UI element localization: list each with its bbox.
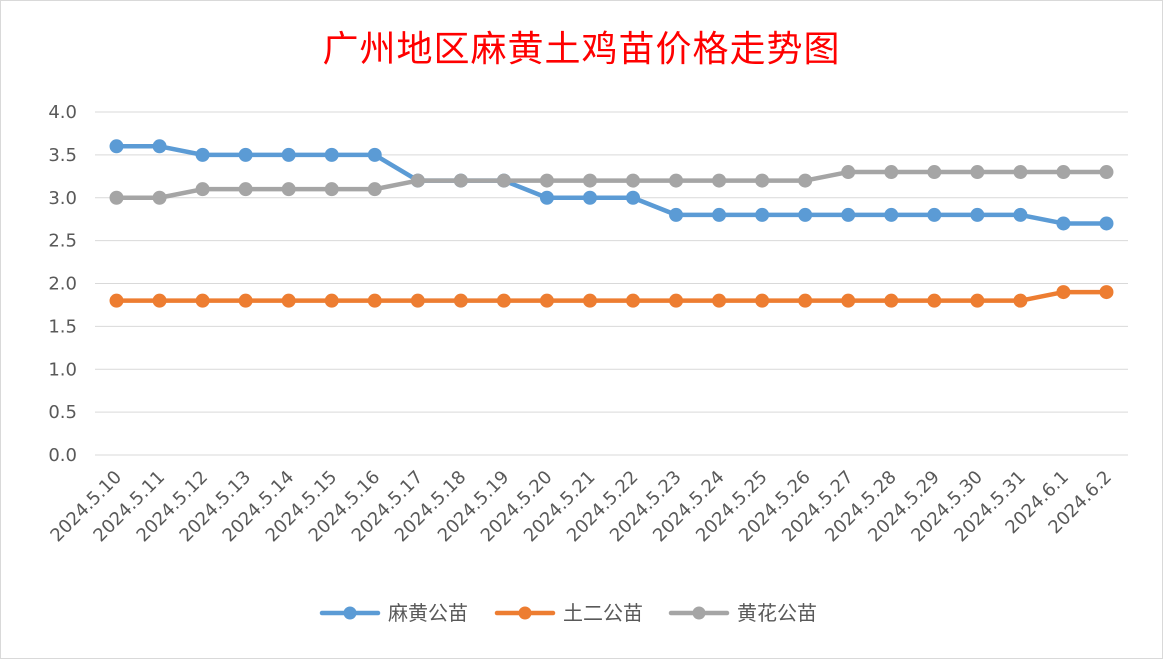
y-tick-label: 4.0: [48, 102, 77, 123]
data-point: [582, 173, 597, 188]
data-point: [324, 147, 339, 162]
data-point: [496, 293, 511, 308]
data-point: [927, 165, 942, 180]
data-point: [798, 207, 813, 222]
data-point: [582, 293, 597, 308]
data-point: [626, 190, 641, 205]
data-point: [841, 207, 856, 222]
y-tick-label: 0.0: [48, 445, 77, 466]
data-point: [453, 293, 468, 308]
data-point: [884, 165, 899, 180]
data-point: [755, 293, 770, 308]
data-point: [841, 293, 856, 308]
data-point: [152, 190, 167, 205]
data-point: [195, 182, 210, 197]
data-point: [152, 139, 167, 154]
data-point: [367, 182, 382, 197]
data-point: [367, 147, 382, 162]
data-point: [109, 139, 124, 154]
y-tick-label: 1.0: [48, 359, 77, 380]
data-point: [1013, 293, 1028, 308]
x-axis: 2024.5.102024.5.112024.5.122024.5.132024…: [46, 467, 1116, 547]
data-point: [669, 173, 684, 188]
legend-label: 麻黄公苗: [388, 601, 468, 625]
data-point: [1056, 216, 1071, 231]
data-point: [453, 173, 468, 188]
data-point: [410, 173, 425, 188]
series-lines: [109, 139, 1114, 308]
data-point: [970, 165, 985, 180]
data-point: [109, 293, 124, 308]
gridlines: [95, 111, 1128, 456]
data-point: [195, 147, 210, 162]
series-line: [114, 289, 1109, 303]
data-point: [539, 190, 554, 205]
data-point: [238, 182, 253, 197]
data-point: [152, 293, 167, 308]
data-point: [1013, 207, 1028, 222]
data-point: [712, 173, 727, 188]
data-point: [798, 173, 813, 188]
data-point: [755, 207, 770, 222]
data-point: [195, 293, 210, 308]
data-point: [884, 293, 899, 308]
legend-marker: [343, 606, 357, 620]
data-point: [367, 293, 382, 308]
data-point: [970, 293, 985, 308]
data-point: [755, 173, 770, 188]
y-tick-label: 3.0: [48, 188, 77, 209]
data-point: [539, 293, 554, 308]
legend: 麻黄公苗 土二公苗 黄花公苗: [319, 601, 817, 625]
data-point: [1013, 165, 1028, 180]
data-point: [1099, 216, 1114, 231]
y-tick-label: 0.5: [48, 402, 77, 423]
data-point: [324, 293, 339, 308]
chart-title: 广州地区麻黄土鸡苗价格走势图: [322, 29, 841, 70]
data-point: [927, 207, 942, 222]
legend-marker: [518, 606, 532, 620]
data-point: [238, 147, 253, 162]
data-point: [496, 173, 511, 188]
data-point: [1099, 165, 1114, 180]
data-point: [410, 293, 425, 308]
data-point: [712, 293, 727, 308]
data-point: [539, 173, 554, 188]
data-point: [970, 207, 985, 222]
data-point: [927, 293, 942, 308]
data-point: [841, 165, 856, 180]
legend-label: 土二公苗: [563, 601, 643, 625]
data-point: [1099, 285, 1114, 300]
data-point: [281, 293, 296, 308]
data-point: [626, 173, 641, 188]
data-point: [281, 147, 296, 162]
y-tick-label: 3.5: [48, 145, 77, 166]
data-point: [582, 190, 597, 205]
data-point: [626, 293, 641, 308]
y-tick-label: 1.5: [48, 316, 77, 337]
data-point: [669, 293, 684, 308]
series-line: [114, 169, 1109, 200]
data-point: [238, 293, 253, 308]
y-tick-label: 2.5: [48, 231, 77, 252]
y-axis: 0.0 0.5 1.0 1.5 2.0 2.5 3.0 3.5 4.0: [48, 102, 77, 466]
data-point: [669, 207, 684, 222]
legend-label: 黄花公苗: [737, 601, 817, 625]
data-point: [798, 293, 813, 308]
data-point: [712, 207, 727, 222]
legend-marker: [692, 606, 706, 620]
data-point: [109, 190, 124, 205]
data-point: [1056, 285, 1071, 300]
data-point: [281, 182, 296, 197]
series-line: [114, 144, 1109, 226]
y-tick-label: 2.0: [48, 274, 77, 295]
data-point: [884, 207, 899, 222]
data-point: [1056, 165, 1071, 180]
data-point: [324, 182, 339, 197]
